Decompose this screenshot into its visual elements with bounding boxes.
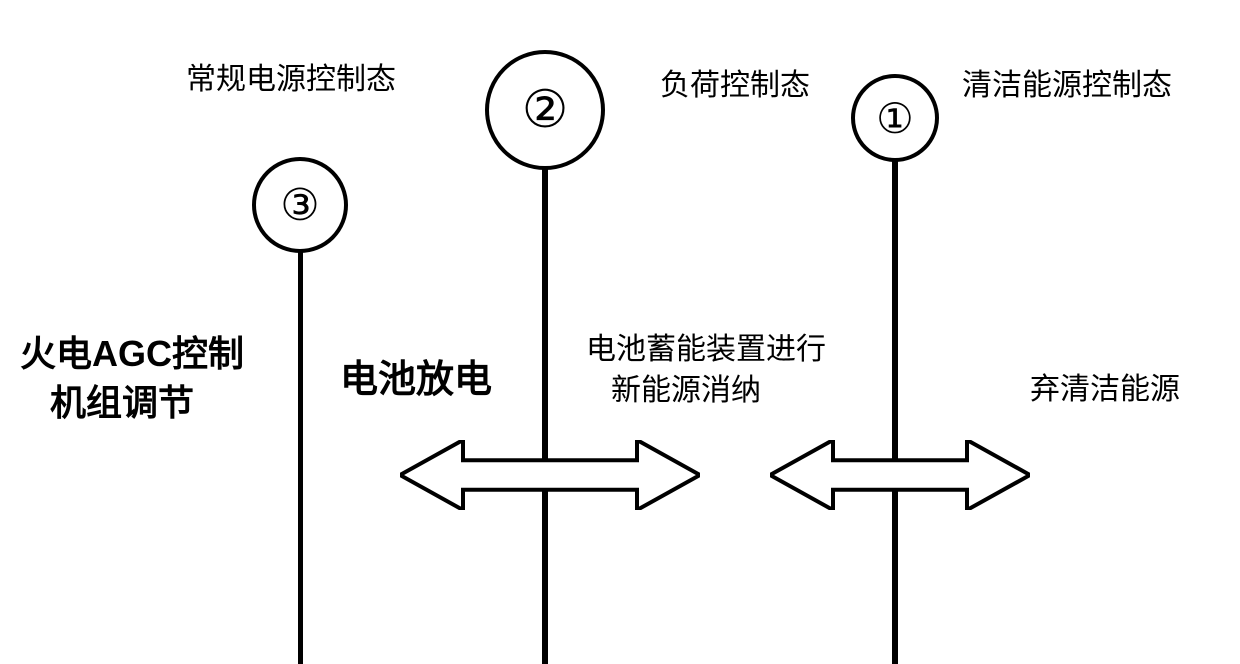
label-conventional-control: 常规电源控制态 — [186, 60, 396, 101]
threshold-line-1 — [892, 120, 898, 664]
double-arrow-left — [400, 440, 700, 510]
double-arrow-right — [770, 440, 1030, 510]
node-3: ③ — [252, 157, 348, 253]
threshold-line-2 — [542, 100, 548, 664]
label-load-control: 负荷控制态 — [660, 66, 810, 107]
node-1-label: ① — [876, 94, 914, 143]
label-abandon-clean-energy: 弃清洁能源 — [1030, 370, 1180, 411]
node-2: ② — [485, 50, 605, 170]
label-battery-storage: 电池蓄能装置进行 新能源消纳 — [586, 330, 826, 411]
diagram-canvas: ① ② ③ 常规电源控制态 负荷控制态 清洁能源控制态 火电AGC控制 机组调节… — [0, 0, 1240, 664]
label-clean-energy-control: 清洁能源控制态 — [962, 66, 1172, 107]
label-battery-discharge: 电池放电 — [340, 355, 492, 406]
node-1: ① — [851, 74, 939, 162]
threshold-line-3 — [298, 210, 303, 664]
node-3-label: ③ — [280, 180, 319, 231]
label-thermal-agc: 火电AGC控制 机组调节 — [20, 330, 244, 427]
node-2-label: ② — [522, 80, 569, 140]
